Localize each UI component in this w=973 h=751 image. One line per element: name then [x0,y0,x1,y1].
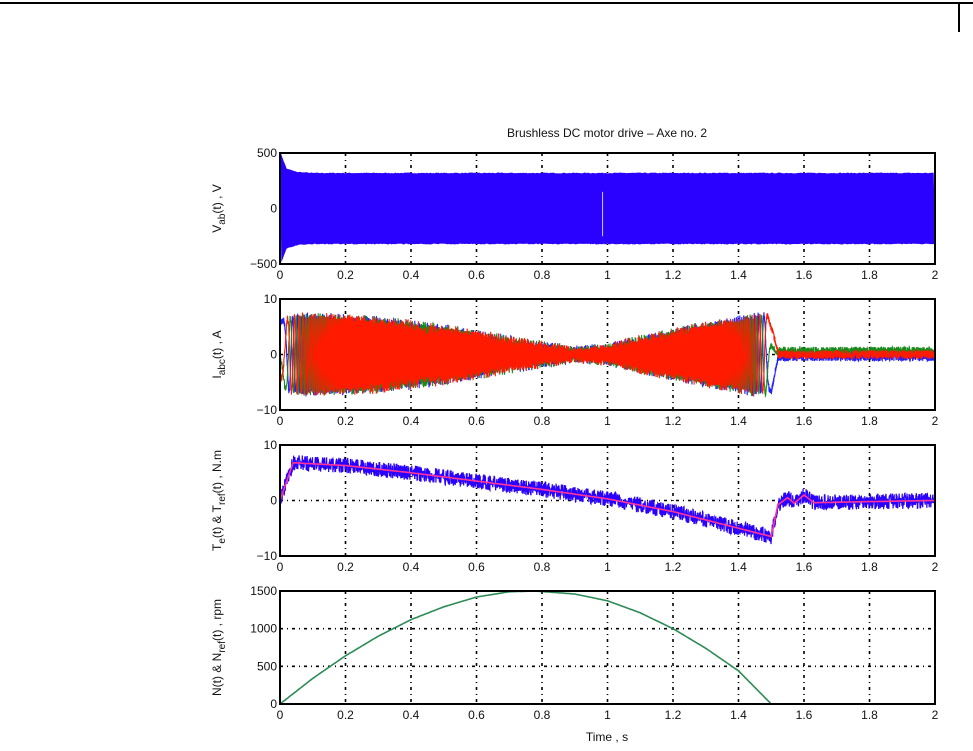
subplot-2: 0 0.2 0.4 0.6 0.8 1 1.2 1.4 1.6 1.8 2−10010Iabc(t)… [210,292,939,428]
x-tick-label: 0.8 [534,268,551,282]
x-tick-label: 0 [277,268,284,282]
x-tick-label: 0.8 [534,414,551,428]
x-tick-label: 1.8 [861,414,878,428]
x-tick-label: 1.8 [861,268,878,282]
y-label-subscript: e [217,538,228,544]
y-tick-label: −10 [257,549,278,563]
plot-area [280,591,935,704]
x-tick-label: 1.6 [796,414,813,428]
y-label-text: (t) , N.m [210,450,224,493]
y-label-text: (t) & T [210,504,224,538]
x-tick-label: 2 [932,414,939,428]
x-tick-label: 0.6 [468,560,485,574]
page-top-rule [0,2,973,4]
y-tick-label: 1000 [250,622,277,636]
x-tick-label: 1.4 [730,708,747,722]
axes-frame [279,298,936,411]
x-tick-label: 1.2 [665,708,682,722]
x-tick-label: 0.6 [468,268,485,282]
y-label-text: N(t) & N [210,653,224,696]
page-side-rule [958,2,960,32]
y-axis-label: Vab(t) , V [210,184,228,232]
x-tick-label: 1.8 [861,560,878,574]
x-tick-label: 0.8 [534,708,551,722]
torque-tref-series [279,462,935,538]
y-tick-label: 500 [257,146,277,160]
x-tick-label: 0.4 [403,560,420,574]
x-tick-label: 0 [277,414,284,428]
y-label-text: T [210,543,224,551]
x-tick-label: 0.6 [468,708,485,722]
x-tick-label: 2 [932,708,939,722]
y-tick-label: 0 [270,494,277,508]
subplot-1: 0 0.2 0.4 0.6 0.8 1 1.2 1.4 1.6 1.8 2−5000500Vab(t… [210,146,939,282]
y-label-text: (t) , A [210,330,224,359]
y-axis-label: Te(t) & Tref(t) , N.m [210,450,228,551]
x-tick-label: 0 [277,560,284,574]
x-tick-label: 1.2 [665,414,682,428]
x-tick-label: 1.6 [796,708,813,722]
y-label-subscript: abc [217,359,228,375]
x-tick-label: 0.4 [403,268,420,282]
x-tick-label: 0 [277,708,284,722]
y-tick-label: 0 [270,697,277,711]
x-tick-label: 2 [932,560,939,574]
figure-title: Brushless DC motor drive – Axe no. 2 [507,126,707,140]
y-label-subscript: ref [217,641,228,653]
y-label-text: I [210,375,224,378]
x-tick-label: 0.6 [468,414,485,428]
x-tick-label: 1 [604,708,611,722]
x-tick-label: 0.2 [337,414,354,428]
y-tick-label: 1500 [250,584,277,598]
x-tick-label: 2 [932,268,939,282]
y-tick-label: 10 [264,292,278,306]
y-label-text: (t) , V [210,184,224,213]
x-axis-label: Time , s [586,730,628,744]
x-tick-label: 0.2 [337,268,354,282]
x-tick-label: 1.6 [796,560,813,574]
axes-frame [279,590,936,705]
y-label-subscript: ref [217,493,228,505]
x-tick-label: 1.6 [796,268,813,282]
axes-frame [279,444,936,557]
y-axis-label: Iabc(t) , A [210,330,228,378]
y-tick-label: 10 [264,438,278,452]
x-tick-label: 0.2 [337,708,354,722]
x-tick-label: 1 [604,268,611,282]
torque-te-series [279,455,936,545]
x-tick-label: 1.4 [730,268,747,282]
x-tick-label: 0.4 [403,414,420,428]
x-tick-label: 1.4 [730,414,747,428]
axes-frame [279,152,936,265]
y-tick-label: 500 [257,659,277,673]
y-axis-label: N(t) & Nref(t) , rpm [210,599,228,696]
x-tick-label: 1.2 [665,560,682,574]
x-tick-label: 1 [604,414,611,428]
x-tick-label: 0.4 [403,708,420,722]
x-tick-label: 1.4 [730,560,747,574]
vab-series [280,153,935,263]
subplot-4: 0 0.2 0.4 0.6 0.8 1 1.2 1.4 1.6 1.8 2 0 500 1000 1500 N… [210,584,939,722]
x-tick-label: 0.2 [337,560,354,574]
y-label-subscript: ab [217,213,228,225]
y-tick-label: −500 [250,257,277,271]
y-tick-label: 0 [270,202,277,216]
y-tick-label: 0 [270,348,277,362]
current-series-ic [279,312,936,397]
y-tick-label: −10 [257,403,278,417]
y-label-text: (t) , rpm [210,599,224,641]
x-tick-label: 1.8 [861,708,878,722]
x-tick-label: 1.2 [665,268,682,282]
x-tick-label: 0.8 [534,560,551,574]
y-label-text: V [210,225,224,233]
x-tick-label: 1 [604,560,611,574]
